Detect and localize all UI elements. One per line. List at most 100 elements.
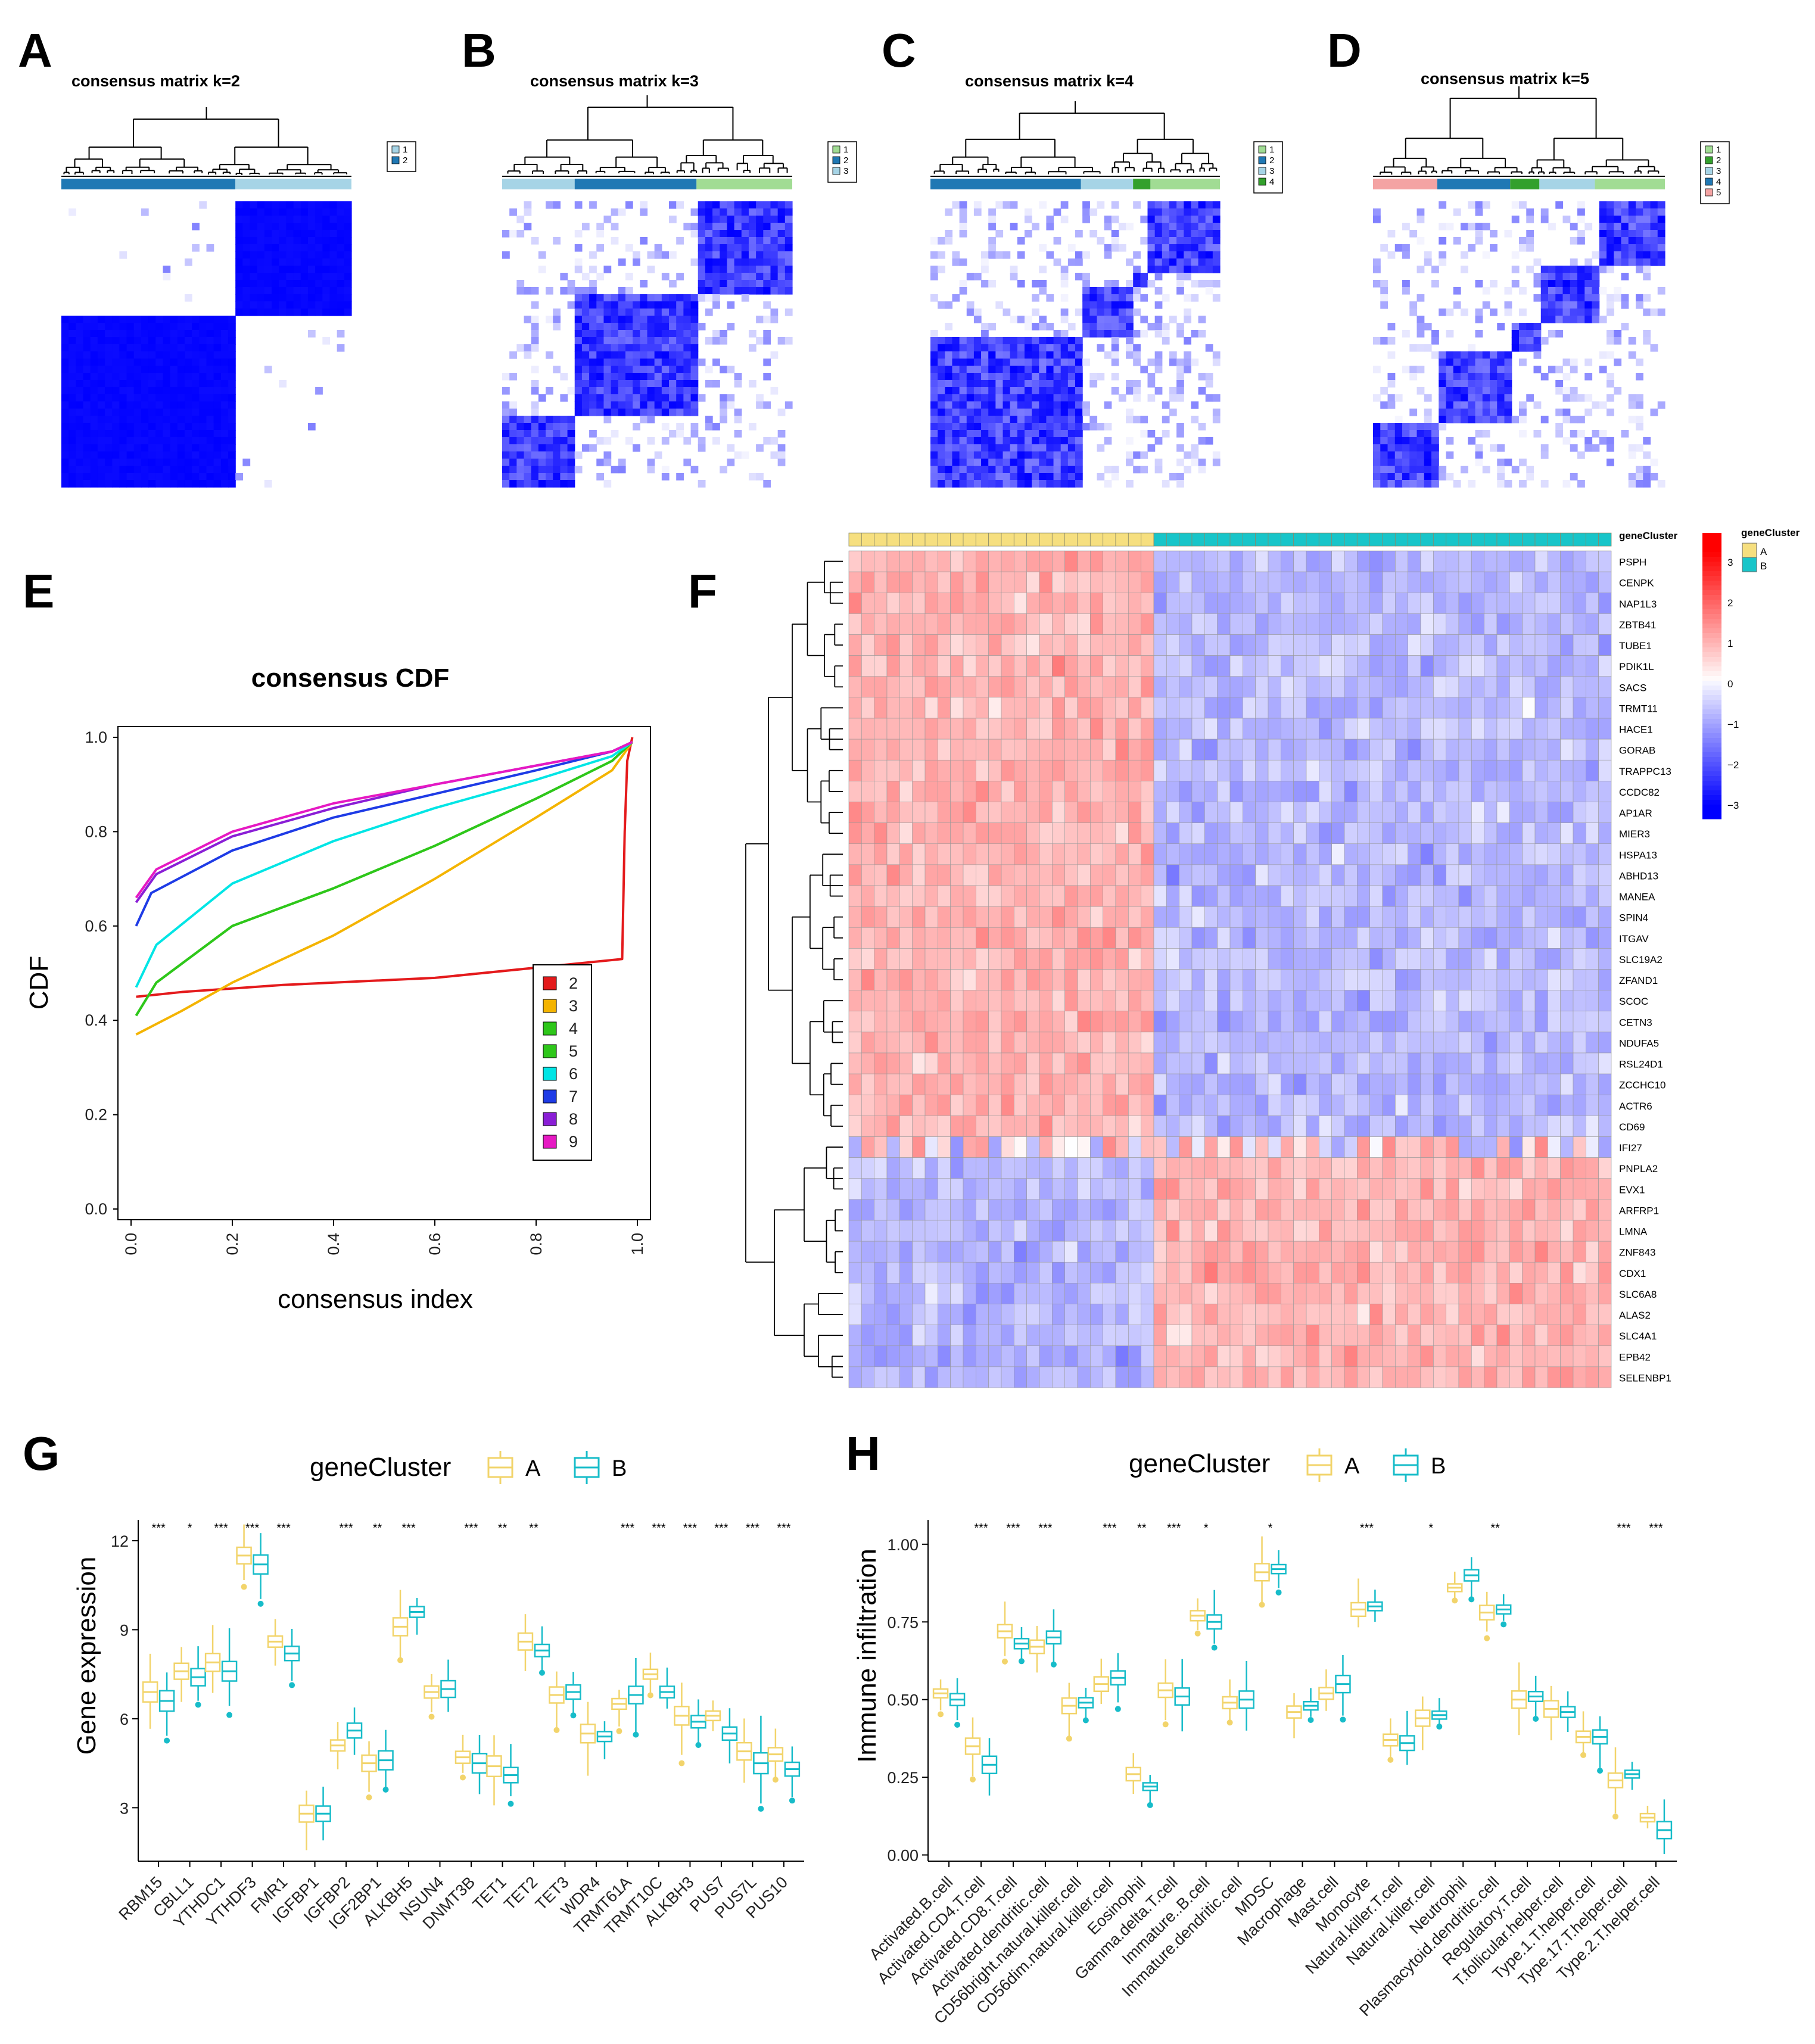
consensus-cell <box>206 401 214 409</box>
heatmap-cell <box>1344 655 1358 677</box>
consensus-cell <box>1439 401 1447 409</box>
consensus-cell <box>141 466 149 473</box>
consensus-cell <box>1111 244 1119 252</box>
consensus-cell <box>676 201 684 209</box>
consensus-cell <box>618 258 626 266</box>
consensus-cell <box>69 459 76 466</box>
consensus-cell <box>1126 287 1134 295</box>
consensus-cell <box>1439 309 1447 316</box>
consensus-cell <box>930 344 938 352</box>
consensus-cell <box>228 351 236 359</box>
consensus-cell <box>741 216 749 223</box>
consensus-cell <box>945 337 953 345</box>
consensus-cell <box>1104 401 1112 409</box>
consensus-cell <box>1060 366 1069 373</box>
consensus-cell <box>1636 230 1643 238</box>
heatmap-cell <box>1458 550 1472 572</box>
consensus-cell <box>633 294 640 302</box>
consensus-cell <box>1570 366 1578 373</box>
consensus-cell <box>1169 251 1177 259</box>
consensus-cell <box>546 466 553 473</box>
consensus-cell <box>988 223 996 230</box>
consensus-cell <box>676 473 684 481</box>
consensus-cell <box>1607 437 1614 445</box>
consensus-cell <box>97 466 105 473</box>
consensus-cell <box>279 380 287 388</box>
heatmap-cell <box>1064 550 1078 572</box>
heatmap-cell <box>1243 676 1256 698</box>
consensus-cell <box>119 394 127 402</box>
heatmap-cell <box>1598 676 1612 698</box>
consensus-cell <box>712 337 720 345</box>
consensus-cell <box>1607 201 1614 209</box>
heatmap-cell <box>1420 927 1434 949</box>
heatmap-cell <box>1357 550 1370 572</box>
heatmap-cell <box>1573 697 1586 719</box>
heatmap-cell <box>874 885 888 907</box>
consensus-cell <box>213 323 222 331</box>
consensus-cell <box>1511 337 1520 345</box>
heatmap-cell <box>1268 613 1281 635</box>
heatmap-cell <box>1344 822 1358 845</box>
heatmap-cell <box>1395 550 1408 572</box>
heatmap-cell <box>886 739 900 761</box>
consensus-cell <box>235 280 243 288</box>
consensus-cell <box>192 359 200 366</box>
heatmap-cell <box>1522 802 1536 823</box>
consensus-cell <box>770 266 779 273</box>
consensus-cell <box>1628 258 1636 266</box>
consensus-cell <box>720 280 728 288</box>
consensus-cell <box>1592 280 1600 288</box>
heatmap-cell <box>848 655 862 677</box>
consensus-cell <box>654 309 662 316</box>
consensus-cell <box>633 344 640 352</box>
consensus-cell <box>705 216 713 223</box>
consensus-cell <box>683 394 692 402</box>
heatmap-cell <box>1281 802 1294 823</box>
heatmap-cell <box>1014 781 1027 802</box>
consensus-cell <box>1205 201 1213 209</box>
consensus-cell <box>1212 409 1221 416</box>
consensus-cell <box>119 251 127 259</box>
heatmap-cell <box>1446 864 1459 886</box>
consensus-cell <box>661 330 670 338</box>
consensus-cell <box>184 316 192 323</box>
heatmap-cell <box>1229 802 1243 823</box>
heatmap-cell <box>963 781 976 802</box>
consensus-cell <box>1089 380 1098 388</box>
heatmap-cell <box>1522 906 1536 928</box>
consensus-cell <box>720 273 728 281</box>
consensus-cell <box>293 287 301 295</box>
heatmap-cell <box>1090 550 1103 572</box>
consensus-cell <box>1039 430 1047 438</box>
consensus-cell <box>1017 316 1025 323</box>
consensus-cell <box>930 401 938 409</box>
consensus-cell <box>61 451 69 459</box>
consensus-cell <box>603 459 612 466</box>
gene-heatmap-panel: PSPHCENPKNAP1L3ZBTB41TUBE1PDIK1LSACSTRMT… <box>745 527 1800 1388</box>
consensus-cell <box>1424 423 1432 431</box>
consensus-cell <box>148 437 156 445</box>
consensus-cell <box>1519 201 1527 209</box>
consensus-cell <box>112 451 120 459</box>
consensus-cell <box>727 366 735 373</box>
consensus-cell <box>1570 387 1578 395</box>
heatmap-cell <box>1229 759 1243 781</box>
consensus-cell <box>618 301 626 309</box>
consensus-cell <box>315 294 323 302</box>
consensus-cell <box>206 351 214 359</box>
consensus-cell <box>1482 366 1490 373</box>
heatmap-cell <box>1319 613 1332 635</box>
consensus-cell <box>1133 280 1141 288</box>
heatmap-cell <box>1534 697 1548 719</box>
consensus-cell <box>184 387 192 395</box>
consensus-cell <box>1453 373 1461 381</box>
consensus-cell <box>279 294 287 302</box>
consensus-cell <box>1380 280 1389 288</box>
consensus-cell <box>676 237 684 245</box>
consensus-cell <box>69 430 76 438</box>
consensus-cell <box>676 401 684 409</box>
consensus-cell <box>228 380 236 388</box>
heatmap-cell <box>1598 613 1612 635</box>
heatmap-cell <box>1319 697 1332 719</box>
